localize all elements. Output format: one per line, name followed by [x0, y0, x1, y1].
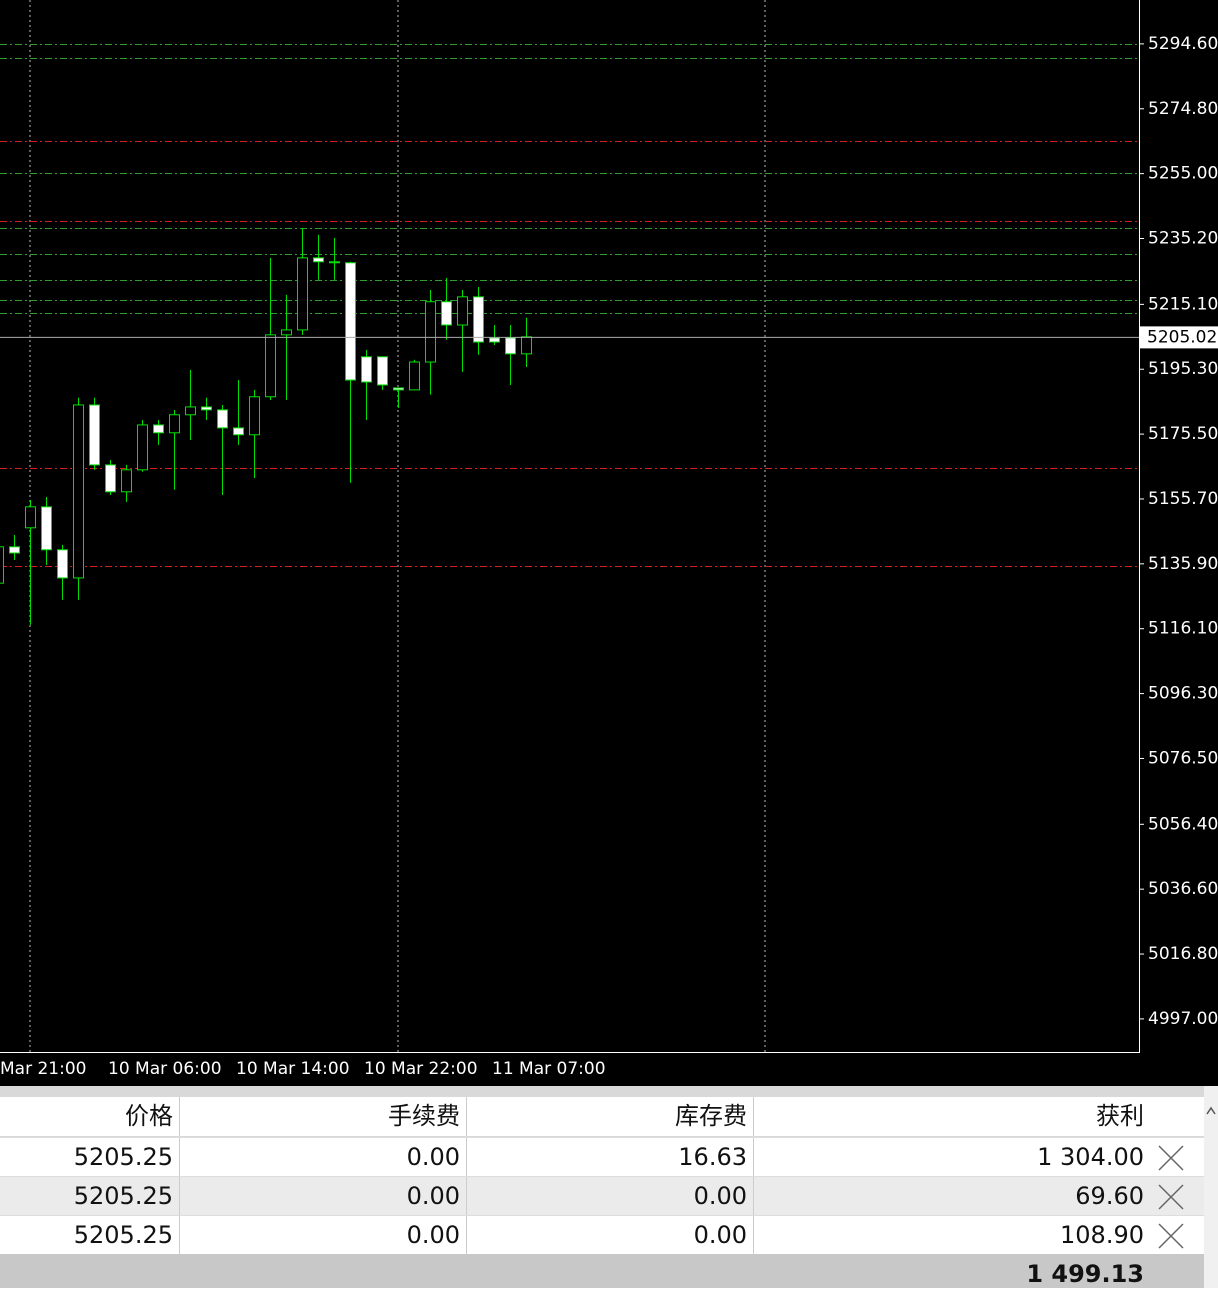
y-tick-label: 5036.60 [1148, 879, 1218, 899]
chart: 5294.60 5274.80 5255.00 5235.20 5215.10 5195.… [0, 0, 1218, 1086]
y-tick-label: 5096.30 [1148, 684, 1218, 704]
table-cell: 0.00 [180, 1138, 467, 1177]
x-tick-label: 10 Mar 06:00 [108, 1059, 222, 1079]
candle-body [345, 262, 356, 381]
current-price-label: 5205.02 [1147, 327, 1217, 347]
candle-body [489, 337, 500, 343]
candle-body [505, 337, 516, 355]
y-tick-label: 5056.40 [1148, 814, 1218, 834]
candle-body [281, 329, 292, 336]
trade-table: 价格 手续费 库存费 获利 5205.25 0.00 16.63 1 304.00 5205.2… [0, 1086, 1218, 1288]
candle-body [521, 336, 532, 355]
y-tick-label: 5135.90 [1148, 554, 1218, 574]
close-position[interactable] [1157, 1183, 1185, 1211]
candle-body [265, 334, 276, 398]
candle-body [201, 406, 212, 411]
candle-body [121, 469, 132, 493]
current-price-box [1140, 326, 1218, 349]
table-row: 5205.25 0.00 16.63 1 304.00 [0, 1137, 1204, 1177]
close-position[interactable] [1157, 1222, 1185, 1250]
scroll-up[interactable] [1204, 1086, 1218, 1126]
candle-body [329, 261, 340, 264]
table-row: 5205.25 0.00 0.00 69.60 [0, 1176, 1204, 1216]
x-tick-label: 11 Mar 07:00 [492, 1059, 606, 1079]
table-cell: 16.63 [467, 1138, 754, 1177]
y-tick-label: 5274.80 [1148, 99, 1218, 119]
candle-body [137, 424, 148, 471]
candle-body [233, 427, 244, 436]
table-cell: 0.00 [467, 1177, 754, 1216]
candle-body [313, 257, 324, 263]
y-tick-label: 4997.00 [1148, 1009, 1218, 1029]
candle-body [217, 409, 228, 429]
y-tick-label: 5195.30 [1148, 359, 1218, 379]
candle-body [457, 296, 468, 326]
y-tick-label: 5076.50 [1148, 748, 1218, 768]
candle-body [73, 404, 84, 579]
candle-body [153, 424, 164, 434]
table-cell: 69.60 [1075, 1182, 1144, 1210]
candle-body [361, 356, 372, 383]
x-tick-label: 10 Mar 14:00 [236, 1059, 350, 1079]
x-tick-label: 10 Mar 22:00 [364, 1059, 478, 1079]
table-cell: 手续费 [180, 1097, 467, 1136]
y-tick-label: 5294.60 [1148, 34, 1218, 54]
candle-body [185, 406, 196, 416]
table-cell: 价格 [0, 1097, 180, 1136]
table-cell: 0.00 [180, 1177, 467, 1216]
y-tick-label: 5255.00 [1148, 164, 1218, 184]
chart-background [0, 0, 1218, 1086]
candle-body [409, 361, 420, 391]
candle-body [57, 549, 68, 579]
candle-body [169, 414, 180, 434]
scrollbar[interactable] [1204, 1086, 1218, 1288]
y-tick-label: 5215.10 [1148, 294, 1218, 314]
table-cell: 0.00 [467, 1216, 754, 1255]
candle-body [377, 356, 388, 386]
candle-body [425, 301, 436, 363]
table-cell: 5205.25 [0, 1138, 180, 1177]
candle-body [25, 506, 36, 529]
y-tick-label: 5155.70 [1148, 489, 1218, 509]
candle-body [297, 257, 308, 331]
candle-body [89, 404, 100, 466]
candle-body [9, 546, 20, 554]
y-tick-label: 5016.80 [1148, 944, 1218, 964]
table-cell: 0.00 [180, 1216, 467, 1255]
table-row: 5205.25 0.00 0.00 108.90 [0, 1215, 1204, 1255]
table-header: 价格 手续费 库存费 获利 [0, 1097, 1204, 1136]
candle-body [105, 464, 116, 493]
y-tick-label: 5175.50 [1148, 424, 1218, 444]
y-tick-label: 5235.20 [1148, 229, 1218, 249]
candle-body [441, 301, 452, 326]
candle-body [393, 387, 404, 391]
table-cell: 5205.25 [0, 1177, 180, 1216]
candle-body [0, 546, 4, 584]
x-tick-label: Mar 21:00 [0, 1059, 86, 1079]
close-position[interactable] [1157, 1144, 1185, 1172]
table-total: 1 499.13 [0, 1254, 1204, 1288]
table-cell: 库存费 [467, 1097, 754, 1136]
table-cell: 5205.25 [0, 1216, 180, 1255]
candle-body [41, 506, 52, 551]
y-tick-label: 5116.10 [1148, 619, 1218, 639]
candle-body [249, 396, 260, 436]
table-cell: 获利 [1096, 1102, 1144, 1130]
table-cell: 108.90 [1060, 1221, 1144, 1249]
table-cell: 1 304.00 [1037, 1143, 1144, 1171]
total-profit: 1 499.13 [1026, 1260, 1144, 1288]
candle-body [473, 296, 484, 343]
